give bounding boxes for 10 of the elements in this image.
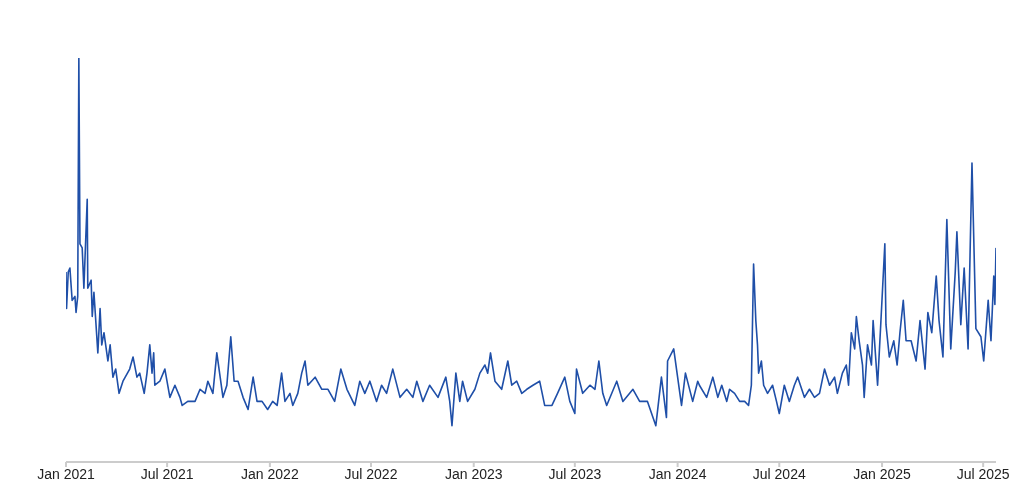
x-tick-label: Jul 2021 — [140, 465, 194, 482]
x-tick-label: Jul 2024 — [752, 465, 806, 482]
x-tick-label: Jul 2025 — [956, 465, 1010, 482]
x-tick-label: Jan 2021 — [37, 465, 96, 482]
x-tick-label: Jan 2025 — [853, 465, 912, 482]
x-tick-label: Jan 2023 — [444, 465, 503, 482]
x-tick-label: Jan 2022 — [241, 465, 299, 482]
x-tick-label: Jul 2022 — [344, 465, 398, 482]
x-tick-label: Jul 2023 — [548, 465, 602, 482]
x-tick-label: Jan 2024 — [648, 465, 707, 482]
